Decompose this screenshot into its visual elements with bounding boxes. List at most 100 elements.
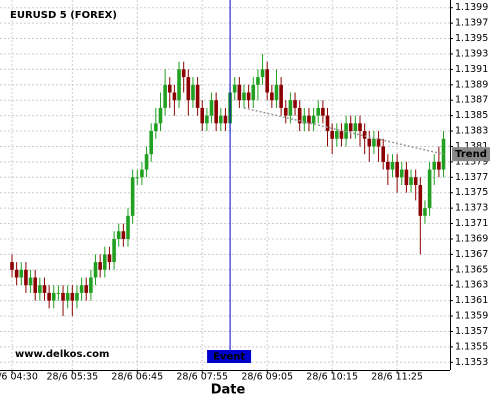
y-tick-label: 1.1383 <box>455 126 488 137</box>
candle-body <box>209 100 214 116</box>
candle-body <box>84 285 89 293</box>
candle-body <box>376 138 381 147</box>
candle-body <box>167 84 172 93</box>
y-tick-label: 1.1385 <box>455 110 488 121</box>
candle-body <box>191 84 195 101</box>
candle-body <box>51 292 56 301</box>
candle-body <box>288 100 293 116</box>
x-tick-label: 28/6 04:30 <box>0 372 38 383</box>
candle-body <box>116 231 121 239</box>
candle-body <box>372 138 376 147</box>
candle-body <box>390 161 395 170</box>
candle-body <box>330 131 334 139</box>
y-tick-label: 1.1395 <box>455 33 488 44</box>
candle-body <box>265 69 269 93</box>
candle-body <box>107 254 112 263</box>
marks <box>10 53 446 317</box>
candle-body <box>70 292 75 301</box>
candle-body <box>56 292 61 294</box>
x-tick-label: 28/6 10:15 <box>306 372 358 383</box>
event-label-box <box>207 350 252 363</box>
candle-body <box>10 262 14 270</box>
candle-body <box>358 123 362 132</box>
candle-body <box>89 277 93 293</box>
x-tick-label: 28/6 11:25 <box>371 372 423 383</box>
y-tick-label: 1.1367 <box>455 249 488 260</box>
candle-body <box>311 115 316 124</box>
candle-body <box>270 92 274 101</box>
candle-body <box>42 285 47 293</box>
candle-body <box>61 292 65 301</box>
candle-body <box>98 262 102 270</box>
x-tick-label: 28/6 06:45 <box>111 372 163 383</box>
candle-body <box>256 77 260 85</box>
candle-body <box>367 138 372 147</box>
y-tick-label: 1.1363 <box>455 280 488 291</box>
x-tick-label: 28/6 09:05 <box>241 372 293 383</box>
candle-body <box>353 123 358 132</box>
candle-body <box>177 69 181 101</box>
candle-body <box>33 277 37 293</box>
trend-label-box <box>452 147 490 162</box>
y-tick-label: 1.1393 <box>455 48 488 59</box>
candle-body <box>437 161 441 170</box>
candle-body <box>75 292 79 301</box>
candle-body <box>172 92 177 101</box>
candle-body <box>149 131 153 155</box>
candle-body <box>297 107 302 124</box>
candle-body <box>65 292 70 301</box>
watermark: www.delkos.com <box>15 349 109 360</box>
candle-body <box>195 84 200 108</box>
y-tick-label: 1.1381 <box>455 141 488 152</box>
candle-body <box>246 92 251 101</box>
candle-body <box>251 84 256 101</box>
candle-body <box>24 269 28 286</box>
candle-body <box>409 177 413 185</box>
candle-body <box>242 92 246 101</box>
candle-body <box>237 84 242 101</box>
candle-body <box>427 169 432 209</box>
candle-body <box>38 285 42 293</box>
candle-body <box>404 169 409 185</box>
y-tick-label: 1.1353 <box>455 357 488 368</box>
candle-body <box>158 107 163 124</box>
candle-body <box>19 269 24 278</box>
y-tick-label: 1.1369 <box>455 233 488 244</box>
y-tick-label: 1.1373 <box>455 203 488 214</box>
candle-body <box>205 115 209 124</box>
y-tick-label: 1.1377 <box>455 172 488 183</box>
x-axis-title: Date <box>211 383 246 398</box>
y-tick-label: 1.1361 <box>455 295 488 306</box>
candle-body <box>325 115 330 132</box>
candle-body <box>103 254 107 270</box>
y-tick-label: 1.1355 <box>455 341 488 352</box>
candle-body <box>279 84 283 108</box>
y-tick-label: 1.1379 <box>455 156 488 167</box>
y-tick-label: 1.1391 <box>455 64 488 75</box>
y-tick-label: 1.1387 <box>455 95 488 106</box>
y-tick-label: 1.1389 <box>455 79 488 90</box>
candle-body <box>154 123 158 132</box>
candle-body <box>200 107 205 124</box>
candle-body <box>381 146 385 162</box>
candle-body <box>126 215 130 239</box>
candle-body <box>395 161 399 178</box>
candle-body <box>302 115 307 124</box>
y-tick-label: 1.1359 <box>455 311 488 322</box>
candle-body <box>316 107 321 116</box>
candle-body <box>28 277 33 286</box>
candle-body <box>423 208 427 216</box>
y-tick-label: 1.1399 <box>455 2 488 13</box>
candle-body <box>321 107 325 116</box>
y-tick-label: 1.1397 <box>455 18 488 29</box>
candle-body <box>335 131 339 139</box>
x-tick-label: 28/6 05:35 <box>46 372 98 383</box>
candle-body <box>399 169 404 178</box>
candle-body <box>47 292 51 301</box>
candle-body <box>362 131 367 139</box>
y-tick-label: 1.1375 <box>455 187 488 198</box>
candle-body <box>181 69 186 78</box>
candle-body <box>283 107 288 116</box>
